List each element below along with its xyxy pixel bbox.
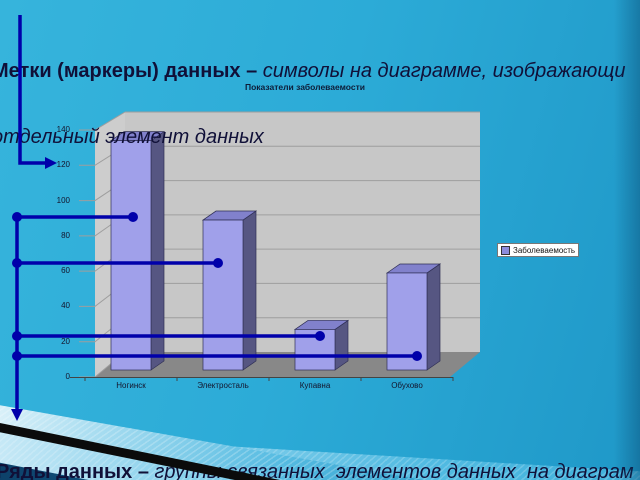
y-axis-tick-label: 60: [61, 266, 70, 276]
bottom-note-term: Ряды данных –: [0, 461, 155, 480]
top-note: Метки (маркеры) данных – символы на диаг…: [0, 16, 626, 192]
top-note-definition-2: отдельный элемент данных: [0, 126, 264, 148]
y-axis-tick-label: 120: [56, 160, 70, 170]
y-axis-tick-label: 100: [56, 195, 70, 205]
top-note-definition-1: символы на диаграмме, изображающи: [262, 60, 626, 82]
x-axis-category-label: Обухово: [391, 381, 423, 390]
x-axis-category-label: Электросталь: [197, 381, 249, 390]
legend-label: Заболеваемость: [513, 245, 576, 255]
top-note-line1: Метки (маркеры) данных – символы на диаг…: [0, 60, 626, 82]
top-note-term: Метки (маркеры) данных –: [0, 60, 263, 82]
x-axis-category-label: Купавна: [299, 381, 331, 390]
y-axis-tick-label: 40: [61, 301, 70, 311]
legend-swatch-icon: [501, 245, 510, 255]
bottom-note-line1: Ряды данных – группы связанных элементов…: [0, 461, 640, 480]
y-axis-tick-label: 80: [61, 230, 70, 240]
x-axis-category-label: Ногинск: [116, 381, 146, 390]
chart-title: Показатели заболеваемости: [244, 82, 366, 92]
y-axis-tick-label: 0: [65, 372, 70, 381]
y-axis-tick-label: 140: [56, 125, 70, 134]
chart-legend: Заболеваемость: [497, 243, 580, 257]
top-note-line2: отдельный элемент данных: [0, 126, 626, 148]
y-axis-tick-label: 20: [61, 336, 70, 346]
